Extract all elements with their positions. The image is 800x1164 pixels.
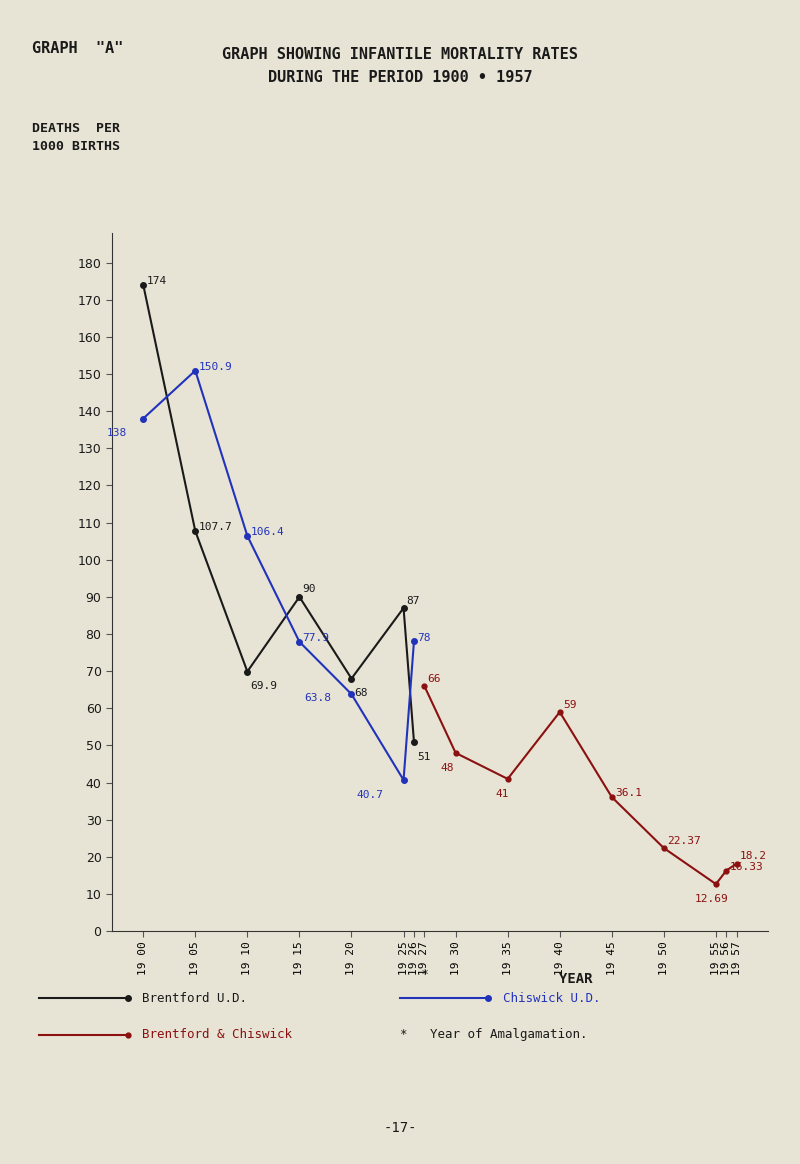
Text: Chiswick U.D.: Chiswick U.D. (503, 992, 601, 1005)
Text: 78: 78 (417, 633, 430, 643)
Text: 40.7: 40.7 (357, 790, 384, 800)
Text: 68: 68 (354, 688, 368, 698)
Text: 48: 48 (440, 762, 454, 773)
Text: 138: 138 (106, 428, 127, 439)
Text: -17-: -17- (383, 1121, 417, 1135)
Text: 18.2: 18.2 (740, 851, 767, 861)
Text: DEATHS  PER
1000 BIRTHS: DEATHS PER 1000 BIRTHS (32, 122, 120, 154)
Text: 174: 174 (146, 276, 166, 286)
Text: GRAPH  "A": GRAPH "A" (32, 41, 123, 56)
Text: *: * (422, 968, 427, 981)
Text: 16.33: 16.33 (730, 861, 763, 872)
Text: Brentford & Chiswick: Brentford & Chiswick (142, 1028, 293, 1042)
Text: *   Year of Amalgamation.: * Year of Amalgamation. (400, 1028, 587, 1042)
Text: Brentford U.D.: Brentford U.D. (142, 992, 247, 1005)
Text: 77.9: 77.9 (302, 633, 330, 643)
Text: 107.7: 107.7 (198, 523, 232, 532)
Text: 69.9: 69.9 (250, 681, 278, 691)
Text: 66: 66 (427, 674, 441, 683)
Text: 51: 51 (417, 752, 430, 761)
Text: GRAPH SHOWING INFANTILE MORTALITY RATES: GRAPH SHOWING INFANTILE MORTALITY RATES (222, 47, 578, 62)
Text: 12.69: 12.69 (695, 894, 729, 904)
Text: 63.8: 63.8 (305, 693, 332, 703)
Text: 22.37: 22.37 (667, 836, 701, 846)
Text: DURING THE PERIOD 1900 • 1957: DURING THE PERIOD 1900 • 1957 (268, 70, 532, 85)
Text: 41: 41 (495, 789, 509, 799)
Text: 106.4: 106.4 (250, 527, 284, 538)
Text: YEAR: YEAR (559, 972, 593, 986)
Text: 90: 90 (302, 584, 316, 595)
Text: 36.1: 36.1 (615, 788, 642, 799)
Text: 59: 59 (563, 700, 576, 710)
Text: 87: 87 (406, 596, 420, 605)
Text: 150.9: 150.9 (198, 362, 232, 372)
